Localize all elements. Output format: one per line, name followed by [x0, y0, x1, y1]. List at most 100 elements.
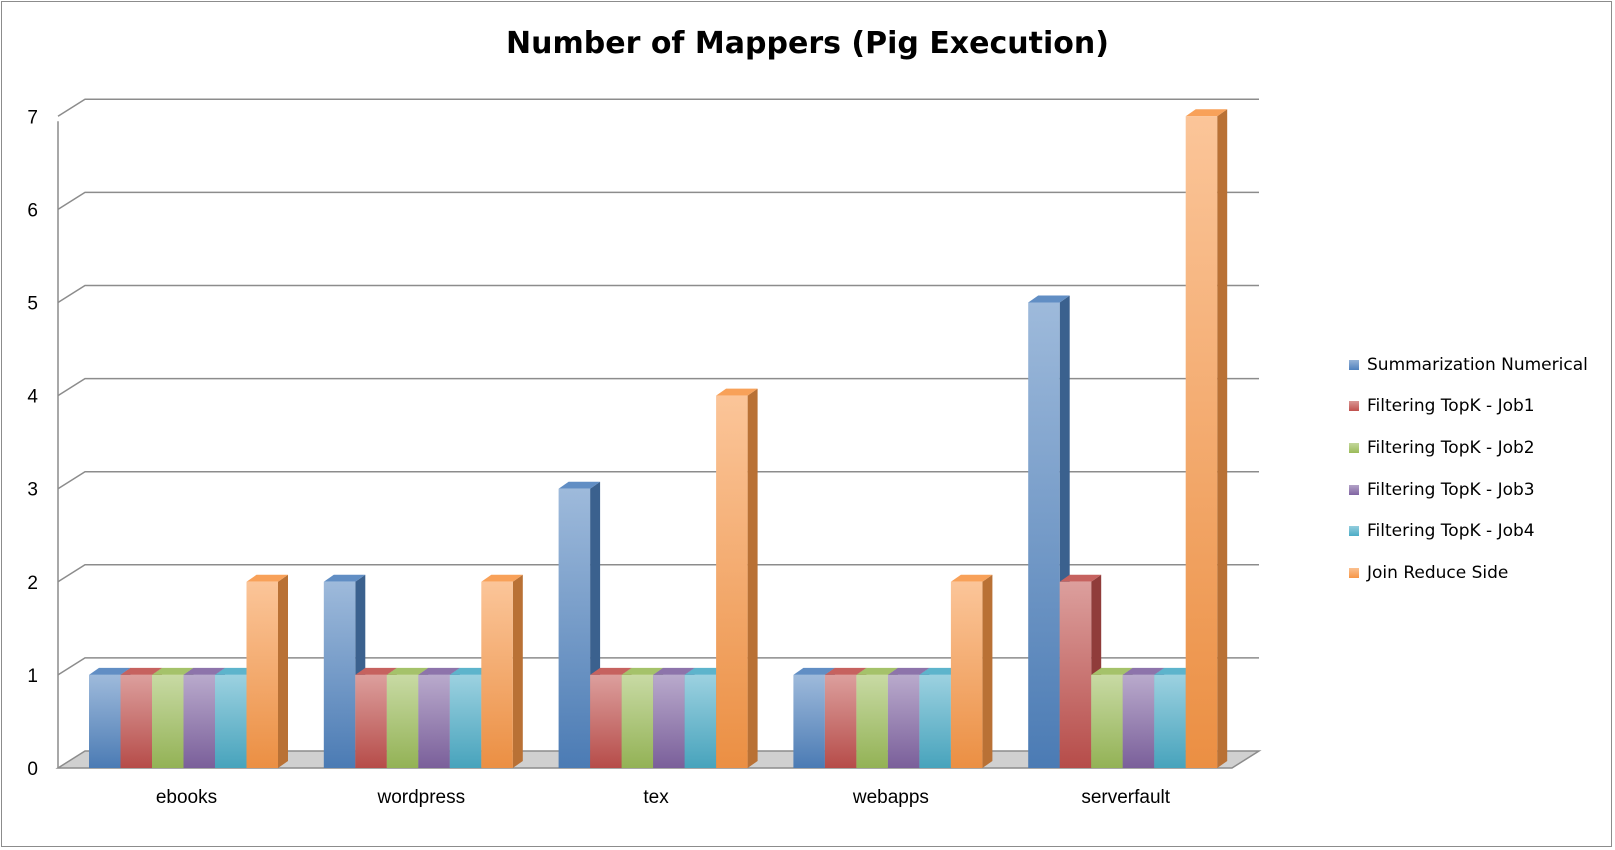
gridline [57, 470, 1259, 490]
bar-side [1217, 109, 1228, 769]
bar-top [152, 667, 194, 675]
gridline [57, 191, 1259, 211]
legend-item: Filtering TopK - Job2 [1349, 427, 1588, 469]
bar-front [621, 674, 654, 768]
legend-label: Join Reduce Side [1367, 562, 1509, 583]
bar-front [950, 581, 983, 768]
bar [120, 667, 162, 768]
bar-top [1028, 295, 1070, 303]
y-tick-label: 6 [27, 200, 38, 221]
bar-front [684, 674, 717, 768]
x-category-label: tex [643, 787, 669, 808]
bar-front [653, 674, 685, 768]
legend-swatch [1349, 401, 1359, 412]
y-tick-label: 3 [27, 480, 38, 501]
bar-top [856, 667, 898, 675]
bar-top [1122, 667, 1165, 675]
bar-top [887, 667, 930, 675]
bar-top [418, 667, 460, 675]
bar-front [449, 674, 482, 768]
y-tick-label: 1 [27, 666, 38, 687]
x-axis-labels: ebooks wordpress tex webapps serverfault [156, 787, 1171, 808]
legend-swatch [1349, 526, 1359, 537]
bar-top [1185, 109, 1228, 117]
bar-front [1059, 581, 1092, 768]
bar [950, 574, 993, 768]
legend-label: Summarization Numerical [1367, 354, 1588, 375]
bar-front [323, 581, 356, 768]
y-tick-label: 0 [27, 759, 38, 780]
bar-top [246, 574, 288, 582]
bar-front [919, 674, 951, 768]
bar-front [887, 674, 920, 768]
bar-front [793, 674, 825, 768]
bar-front [590, 674, 622, 768]
bar-front [418, 674, 450, 768]
x-category-label: webapps [852, 787, 929, 808]
bar-front [355, 674, 387, 768]
bar [1185, 109, 1228, 769]
bar-front [246, 581, 278, 768]
bar-front [716, 395, 748, 768]
chart-legend: Summarization Numerical Filtering TopK - … [1349, 344, 1588, 594]
bar-top [323, 574, 366, 582]
bar-top [793, 667, 835, 675]
bar-front [481, 581, 513, 768]
bar-top [120, 667, 162, 675]
bar-front [89, 674, 121, 768]
bar-front [1122, 674, 1155, 768]
legend-item: Summarization Numerical [1349, 344, 1588, 386]
bar [716, 388, 758, 768]
bar [246, 574, 288, 768]
bar-top [183, 667, 225, 675]
chart-bars [89, 109, 1228, 769]
bar-top [558, 481, 601, 489]
bar-side [278, 574, 288, 768]
bar-top [716, 388, 758, 396]
x-category-label: wordpress [376, 787, 465, 808]
bar-front [215, 674, 247, 768]
x-category-label: serverfault [1081, 787, 1170, 808]
legend-label: Filtering TopK - Job4 [1367, 521, 1535, 542]
x-category-label: ebooks [156, 787, 217, 808]
bar-top [950, 574, 993, 582]
bar-top [653, 667, 695, 675]
bar-top [824, 667, 867, 675]
bar-top [919, 667, 961, 675]
bar-side [982, 574, 993, 768]
bar-top [1154, 667, 1196, 675]
legend-item: Filtering TopK - Job4 [1349, 510, 1588, 552]
y-tick-label: 7 [27, 107, 38, 128]
bar-side [747, 388, 758, 768]
bar-top [355, 667, 397, 675]
chart-gridlines [57, 98, 1259, 676]
legend-item: Join Reduce Side [1349, 552, 1588, 594]
legend-swatch [1349, 567, 1359, 578]
gridline [57, 564, 1259, 583]
legend-label: Filtering TopK - Job3 [1367, 479, 1535, 500]
legend-swatch [1349, 484, 1359, 495]
bar-front [1028, 302, 1060, 768]
y-tick-label: 5 [27, 294, 38, 315]
bar-front [824, 674, 857, 768]
legend-item: Filtering TopK - Job3 [1349, 469, 1588, 511]
gridline [57, 377, 1259, 397]
bar-top [481, 574, 523, 582]
bar-front [152, 674, 184, 768]
bar-front [558, 488, 591, 768]
bar-front [1185, 116, 1218, 769]
gridline [57, 657, 1259, 676]
bar-top [590, 667, 632, 675]
bar-top [89, 667, 131, 675]
bar-front [183, 674, 215, 768]
legend-label: Filtering TopK - Job2 [1367, 437, 1535, 458]
bar [481, 574, 523, 768]
bar-top [386, 667, 429, 675]
y-axis-ticks: 0 1 2 3 4 5 6 7 [27, 107, 38, 780]
bar-front [1154, 674, 1186, 768]
bar-front [856, 674, 888, 768]
bar-top [1059, 574, 1102, 582]
chart-title: Number of Mappers (Pig Execution) [506, 26, 1109, 61]
bar-top [215, 667, 257, 675]
